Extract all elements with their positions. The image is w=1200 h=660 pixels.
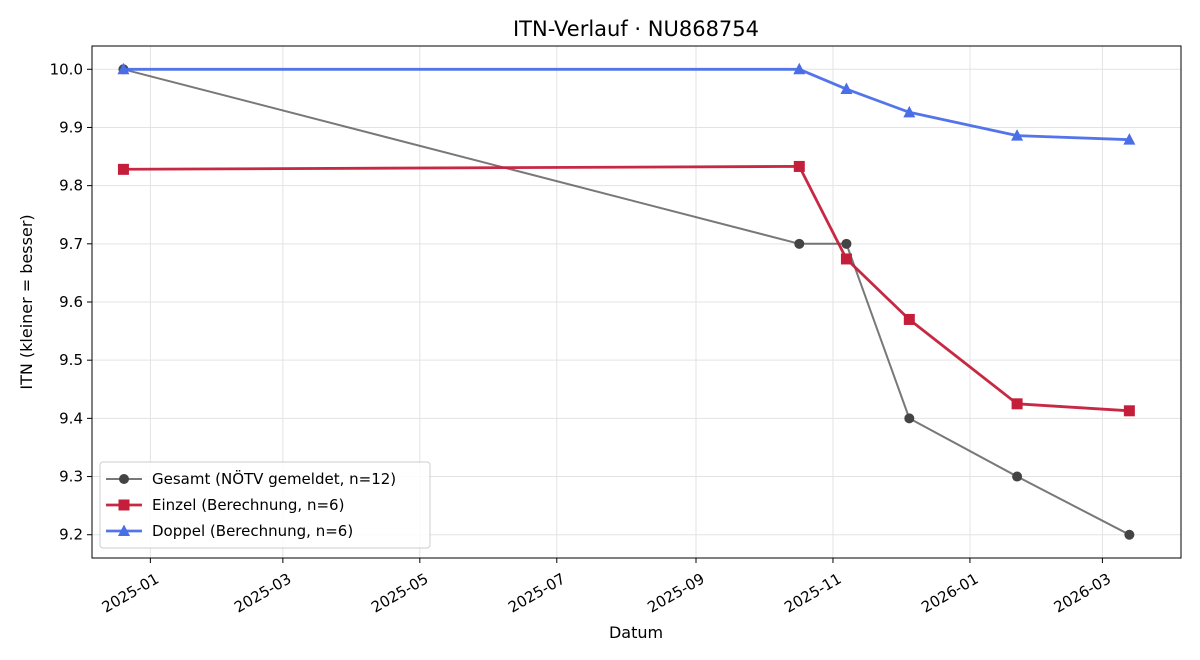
x-tick-label: 2025-01 xyxy=(99,570,162,617)
data-point xyxy=(903,313,915,325)
data-point xyxy=(1124,529,1135,540)
data-point xyxy=(1012,471,1023,482)
x-tick-label: 2026-01 xyxy=(918,570,981,617)
y-tick-label: 9.5 xyxy=(59,351,83,369)
data-point xyxy=(793,62,806,75)
x-tick-label: 2026-03 xyxy=(1051,570,1114,617)
x-tick-label: 2025-03 xyxy=(231,570,294,617)
data-point xyxy=(793,160,805,172)
series-line xyxy=(123,67,1130,142)
data-point xyxy=(1123,133,1136,145)
y-tick-label: 9.8 xyxy=(59,177,83,195)
series-1 xyxy=(117,160,1135,417)
x-tick-label: 2025-05 xyxy=(368,570,431,617)
y-tick-label: 10.0 xyxy=(50,60,83,78)
x-tick-label: 2025-07 xyxy=(505,570,568,617)
y-tick-label: 9.7 xyxy=(59,235,83,253)
data-point xyxy=(794,238,805,249)
legend-marker xyxy=(118,524,130,536)
x-axis-label: Datum xyxy=(609,623,663,642)
data-point xyxy=(841,238,852,249)
legend-marker xyxy=(118,499,130,511)
data-point xyxy=(117,163,129,175)
data-point xyxy=(840,253,852,265)
y-axis-label: ITN (kleiner = besser) xyxy=(17,214,36,389)
x-tick-label: 2025-09 xyxy=(644,570,707,617)
y-tick-label: 9.2 xyxy=(59,526,83,544)
series-layer xyxy=(117,62,1136,540)
data-point xyxy=(117,62,130,75)
series-line xyxy=(123,68,1130,536)
y-tick-label: 9.9 xyxy=(59,118,83,136)
data-point xyxy=(840,82,853,95)
legend-label: Gesamt (NÖTV gemeldet, n=12) xyxy=(152,469,396,488)
series-line xyxy=(123,164,1130,413)
data-point xyxy=(1123,405,1135,417)
legend-label: Einzel (Berechnung, n=6) xyxy=(152,496,344,514)
legend: Gesamt (NÖTV gemeldet, n=12) Einzel (Bere… xyxy=(99,461,431,549)
y-tick-label: 9.6 xyxy=(59,293,83,311)
data-point xyxy=(904,413,915,424)
data-point xyxy=(1011,129,1024,141)
y-tick-label: 9.4 xyxy=(59,409,83,427)
data-point xyxy=(903,105,916,118)
legend-marker xyxy=(119,474,129,484)
x-tick-label: 2025-11 xyxy=(781,570,844,617)
legend-label: Doppel (Berechnung, n=6) xyxy=(152,522,353,540)
chart-title: ITN-Verlauf · NU868754 xyxy=(513,17,759,41)
data-point xyxy=(1011,398,1023,410)
y-tick-label: 9.3 xyxy=(59,468,83,486)
series-2 xyxy=(117,62,1136,145)
legend-box xyxy=(99,461,431,549)
